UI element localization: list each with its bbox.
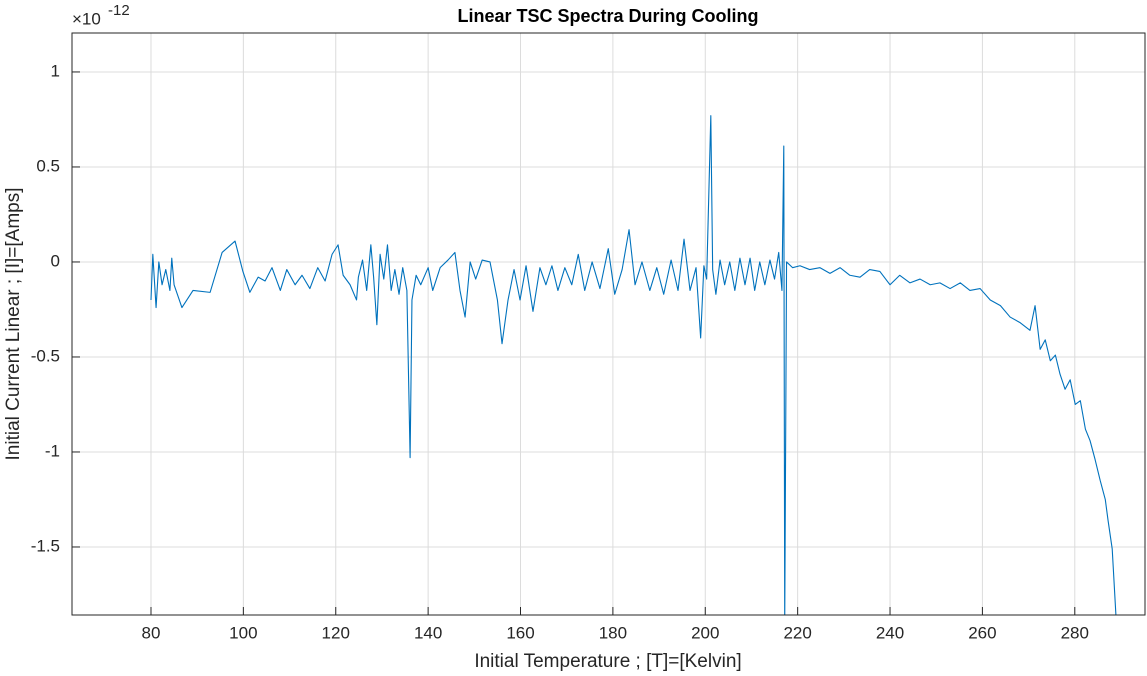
x-tick-label: 80	[142, 623, 161, 642]
y-tick-label: 0.5	[36, 156, 60, 175]
x-tick-label: 140	[414, 623, 442, 642]
y-axis-label: Initial Current Linear ; [I]=[Amps]	[3, 188, 24, 461]
x-tick-label: 220	[783, 623, 811, 642]
x-tick-label: 200	[691, 623, 719, 642]
y-tick-label: 1	[51, 61, 60, 80]
x-tick-label: 240	[876, 623, 904, 642]
y-tick-label: -0.5	[31, 346, 60, 365]
x-tick-label: 120	[322, 623, 350, 642]
x-tick-label: 260	[968, 623, 996, 642]
x-tick-label: 280	[1061, 623, 1089, 642]
x-axis-label: Initial Temperature ; [T]=[Kelvin]	[474, 651, 741, 672]
y-multiplier: ×10	[72, 9, 101, 28]
series-line	[150, 115, 1117, 615]
series	[150, 115, 1117, 615]
plot-area	[72, 33, 1145, 615]
axes-box	[71, 32, 1146, 616]
x-tick-label: 180	[599, 623, 627, 642]
y-tick-label: -1.5	[31, 536, 60, 555]
chart-title: Linear TSC Spectra During Cooling	[457, 6, 758, 26]
y-tick-label: -1	[45, 441, 60, 460]
y-multiplier-exponent: -12	[108, 2, 130, 19]
x-tick-label: 160	[506, 623, 534, 642]
y-tick-label: 0	[51, 251, 60, 270]
x-tick-label: 100	[229, 623, 257, 642]
grid	[72, 33, 1145, 615]
